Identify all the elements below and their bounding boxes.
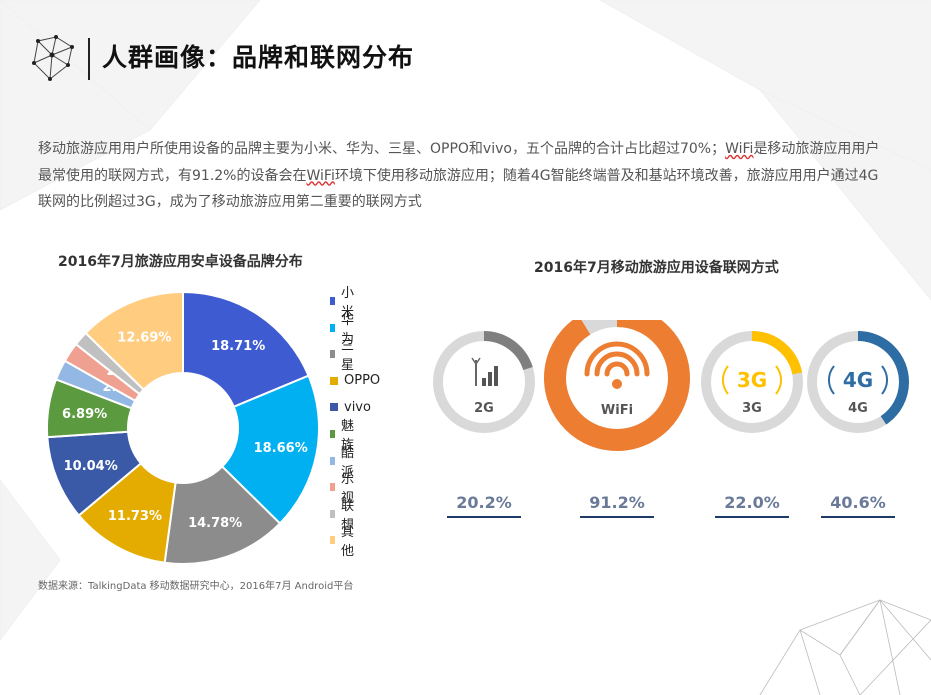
4g-icon: 4G <box>827 365 889 395</box>
ring-value-arc-1 <box>433 331 535 433</box>
ring-category-label: 2G <box>474 401 494 416</box>
legend-swatch <box>330 403 338 412</box>
legend-label: 华为 <box>340 312 354 347</box>
legend-swatch <box>330 456 335 465</box>
pie-slice-1 <box>182 290 310 409</box>
pie-slice-label: 6.89% <box>62 407 107 422</box>
pie-slice-label: 10.04% <box>64 459 118 474</box>
network-percent-value: 91.2% <box>589 493 645 512</box>
legend-label: 三星 <box>340 339 354 374</box>
brand-donut-chart: 18.71%18.66%14.78%11.73%10.04%6.89%2.42%… <box>48 290 318 565</box>
legend-swatch <box>330 323 335 332</box>
data-source-note: 数据来源：TalkingData 移动数据研究中心，2016年7月 Androi… <box>38 581 354 592</box>
legend-item: 其他 <box>330 525 357 559</box>
intro-paragraph: 移动旅游应用用户所使用设备的品牌主要为小米、华为、三星、OPPO和vivo，五个… <box>38 136 890 216</box>
pie-slice-label: 12.69% <box>117 330 171 345</box>
ring-value-arc-3 <box>701 331 803 433</box>
legend-item: 乐视 <box>330 472 357 506</box>
network-chart-title: 2016年7月移动旅游应用设备联网方式 <box>534 260 779 276</box>
network-percent-value: 40.6% <box>830 493 886 512</box>
intro-text-part1: 移动旅游应用用户所使用设备的品牌主要为小米、华为、三星、OPPO和vivo，五个… <box>38 141 726 157</box>
intro-text-part3: 环境下使用移动旅游应用；随着4G智能终端普及和基站环境改善，旅游应用用户通过4G… <box>38 167 879 211</box>
legend-label: 乐视 <box>340 472 354 507</box>
legend-item: OPPO <box>330 371 380 391</box>
pie-slice-5 <box>48 430 143 517</box>
legend-item: 魅族 <box>330 419 357 453</box>
legend-label: 其他 <box>340 525 354 560</box>
percent-underline <box>821 516 895 518</box>
pie-slice-label: 11.73% <box>108 509 162 524</box>
pie-chart-title: 2016年7月旅游应用安卓设备品牌分布 <box>58 254 303 270</box>
network-percent-value: 22.0% <box>724 493 780 512</box>
title-divider <box>88 38 90 80</box>
network-percent-value: 20.2% <box>456 493 512 512</box>
legend-swatch <box>330 350 335 359</box>
pie-slice-label: 14.78% <box>188 516 242 531</box>
signal-bars-icon <box>471 357 498 386</box>
legend-label: 联想 <box>340 498 354 533</box>
legend-item: 联想 <box>330 499 357 533</box>
legend-label: OPPO <box>344 373 381 389</box>
wifi-icon <box>584 341 650 389</box>
legend-item: vivo <box>330 397 371 417</box>
page-title: 人群画像：品牌和联网分布 <box>102 43 415 72</box>
legend-swatch <box>330 297 335 305</box>
3g-icon: 3G <box>721 365 783 395</box>
legend-label: 酷派 <box>340 445 354 480</box>
pie-slice-label: 18.66% <box>254 441 308 456</box>
ring-value-arc-4 <box>807 331 909 433</box>
ring-category-label: WiFi <box>601 403 633 418</box>
svg-text:3G: 3G <box>737 368 767 392</box>
intro-wifi-term: WiFi <box>725 141 754 157</box>
network-rings-chart: 2G WiFi 3G 3G 4G 4G <box>433 320 909 451</box>
legend-swatch <box>330 483 335 492</box>
legend-item: 酷派 <box>330 446 357 480</box>
percent-underline <box>580 516 654 518</box>
intro-text-part2: 是移动旅游应用用户最常使用的联网方式，有91.2%的设备会在 <box>38 141 880 184</box>
network-logo-icon <box>32 35 74 81</box>
legend-swatch <box>330 376 338 385</box>
legend-item: 华为 <box>330 313 357 347</box>
legend-swatch <box>330 536 335 545</box>
legend-swatch <box>330 509 335 518</box>
ring-category-label: 3G <box>742 401 762 416</box>
legend-item: 三星 <box>330 339 357 373</box>
pie-slice-10 <box>84 290 184 391</box>
ring-value-arc-2 <box>544 320 690 451</box>
intro-wifi-term: WiFi <box>306 167 335 184</box>
percent-underline <box>447 516 521 518</box>
legend-label: 小米 <box>340 286 354 320</box>
percent-underline <box>715 516 789 518</box>
legend-swatch <box>330 430 335 438</box>
svg-text:4G: 4G <box>843 368 873 392</box>
legend-item: 小米 <box>330 286 357 320</box>
pie-slice-2 <box>220 374 318 525</box>
pie-slice-label: 18.71% <box>211 339 265 354</box>
legend-label: 魅族 <box>340 419 354 453</box>
ring-category-label: 4G <box>848 401 868 416</box>
legend-label: vivo <box>344 399 371 415</box>
